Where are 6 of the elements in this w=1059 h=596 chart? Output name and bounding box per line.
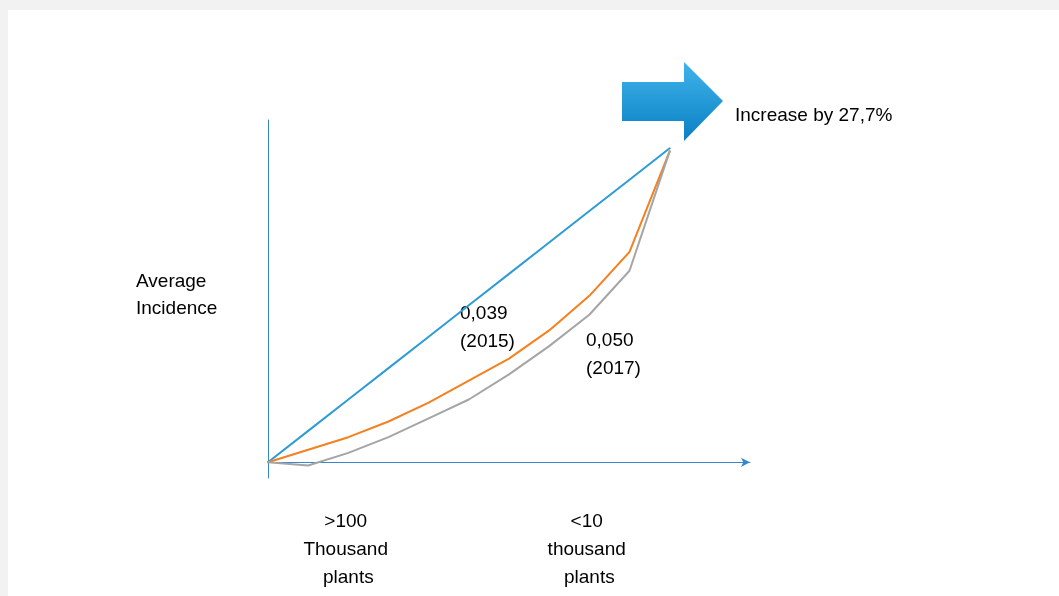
x-tick-label: >100 Thousand plants [303,509,394,587]
x-tick-label: <10 thousand plants [547,509,632,587]
y-axis-title: Average Incidence [136,270,218,318]
text: Increase by 27,7% [735,103,893,125]
annotation: 0,050 (2017) [586,328,641,378]
annotation: 0,039 (2015) [460,301,515,351]
